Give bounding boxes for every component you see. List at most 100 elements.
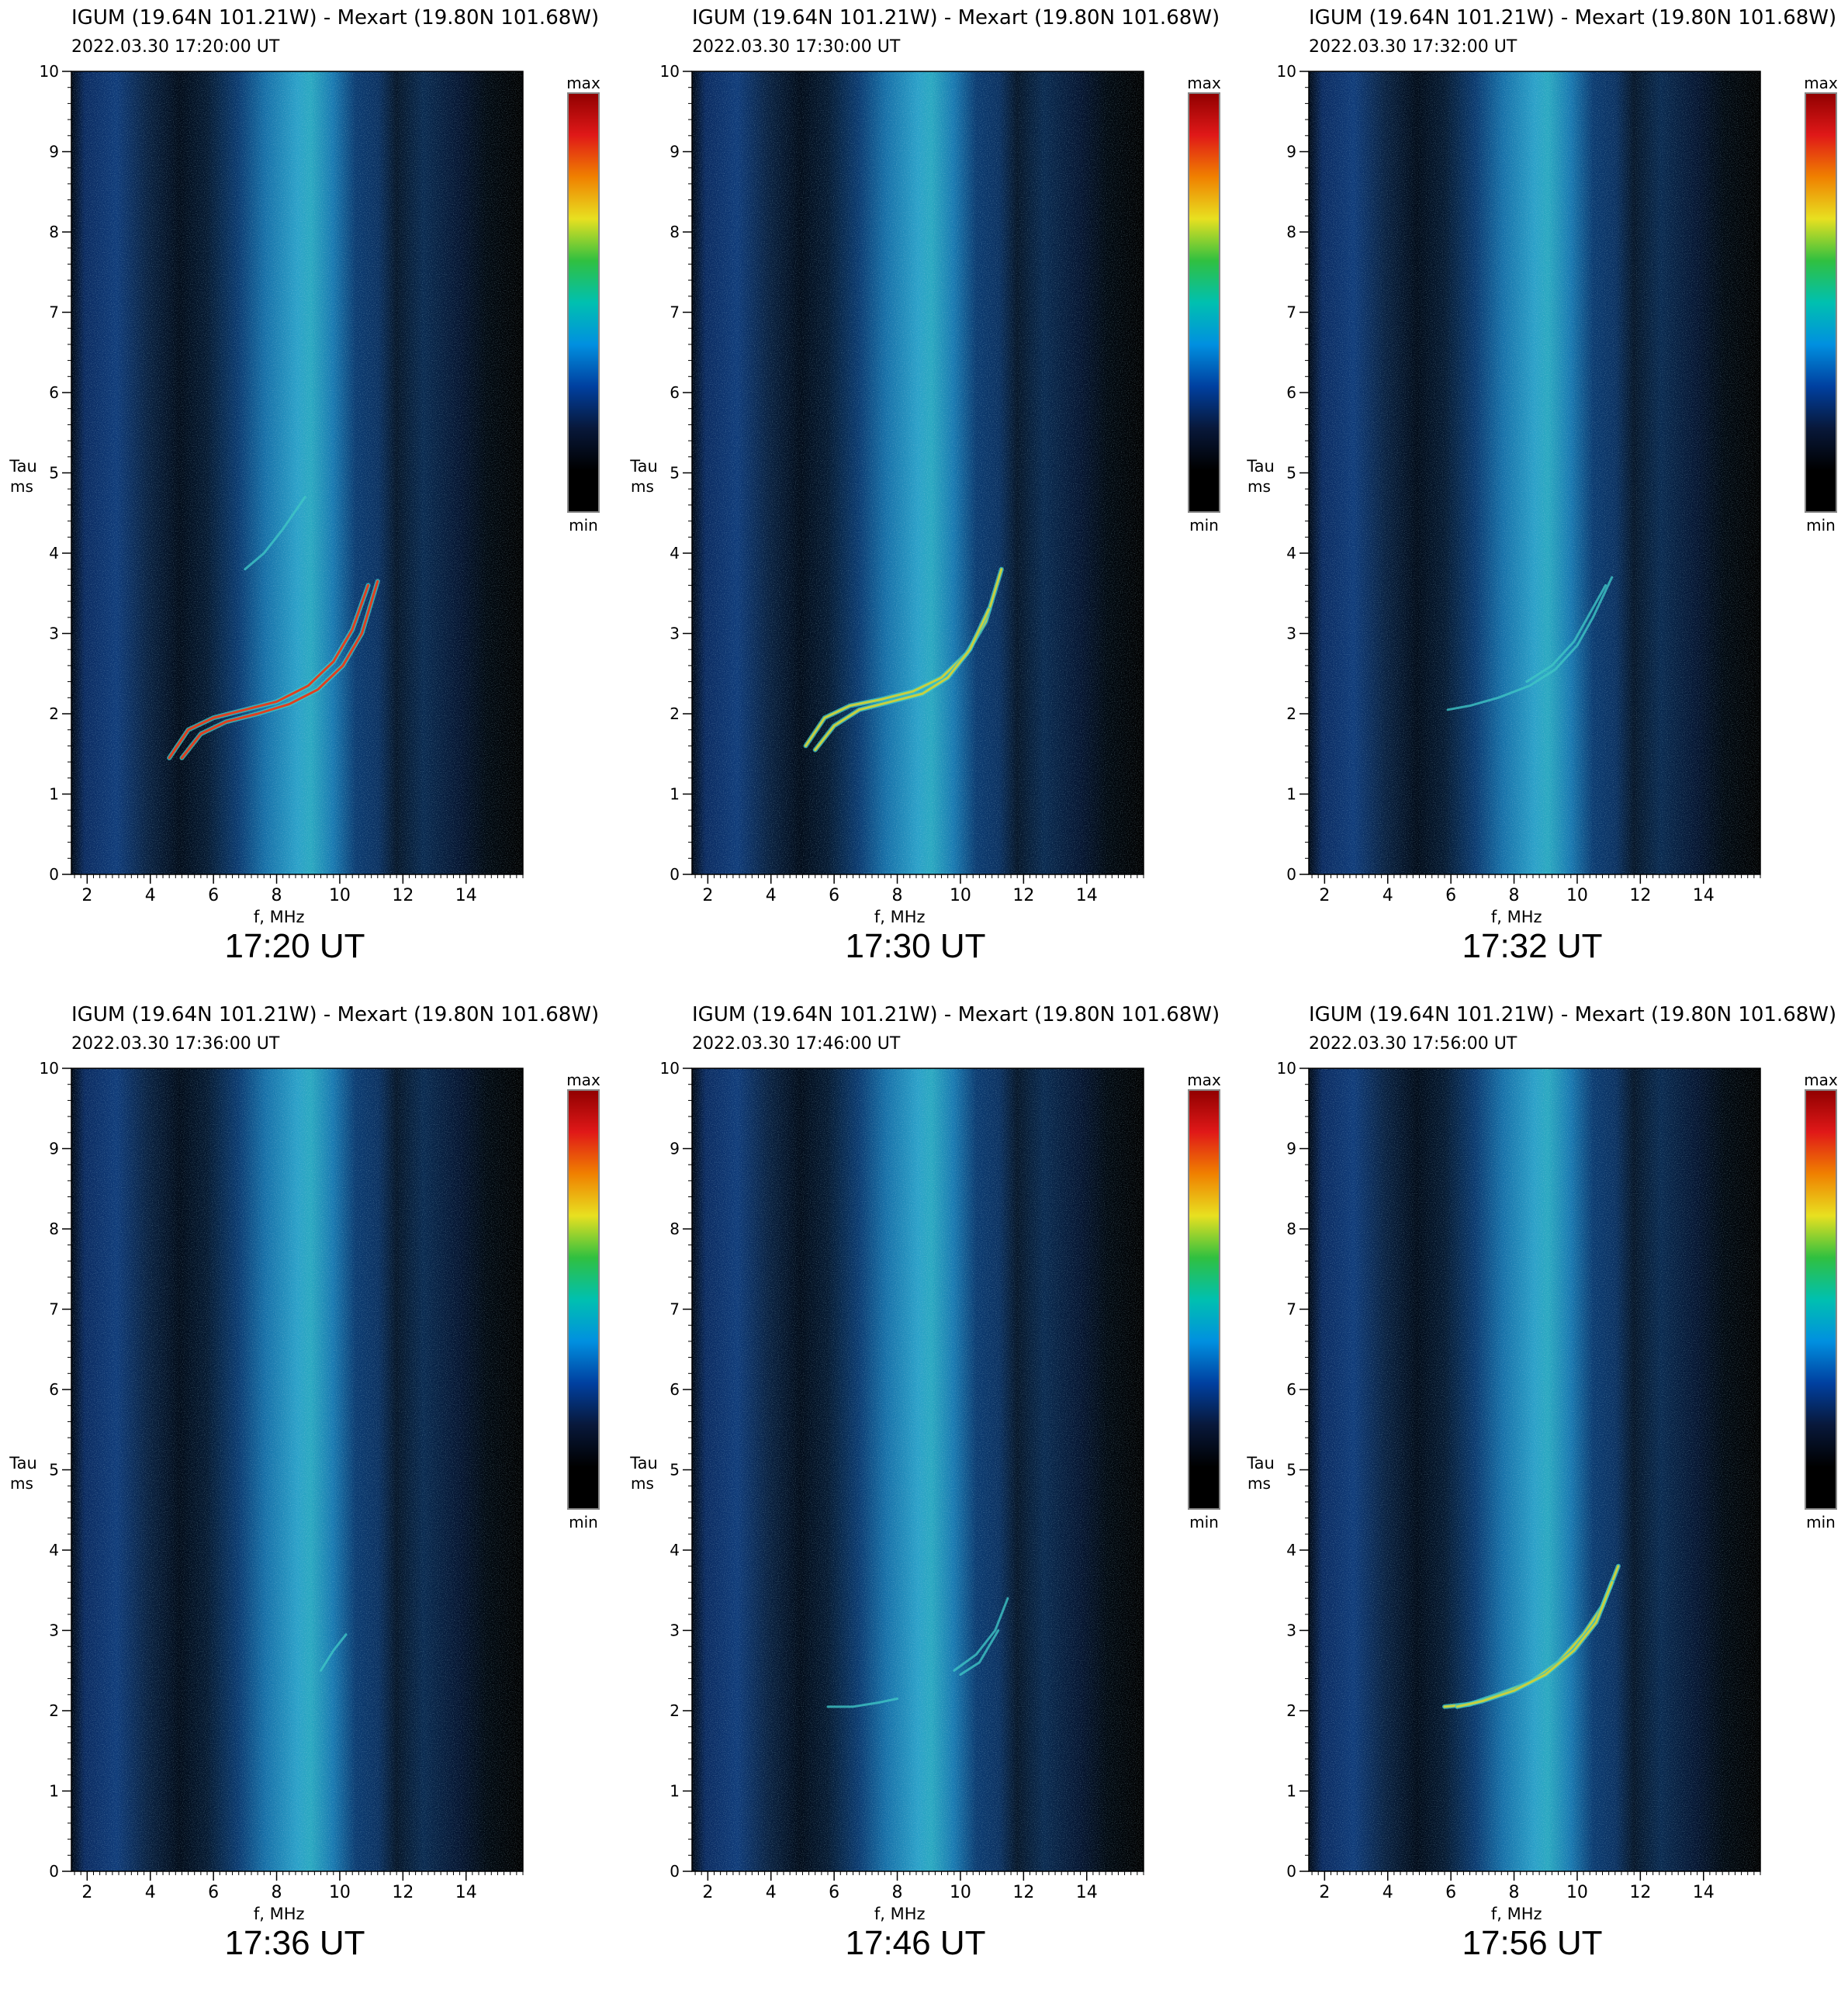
echo-trace bbox=[1455, 1580, 1614, 1708]
spectrogram-panel-1732: IGUM (19.64N 101.21W) - Mexart (19.80N 1… bbox=[1237, 0, 1843, 993]
y-tick-label: 1 bbox=[49, 785, 59, 804]
y-axis-label-tau: Tau bbox=[9, 1454, 37, 1473]
colorbar-max-label: max bbox=[566, 74, 600, 92]
time-caption: 17:56 UT bbox=[1462, 1924, 1603, 1962]
noise-texture bbox=[1309, 71, 1760, 874]
x-axis-label: f, MHz bbox=[254, 1905, 305, 1923]
x-tick-label: 12 bbox=[392, 1883, 414, 1902]
x-tick-label: 10 bbox=[329, 1883, 351, 1902]
y-tick-label: 10 bbox=[40, 1059, 59, 1078]
y-tick-label: 5 bbox=[670, 1461, 680, 1480]
y-axis-label-tau: Tau bbox=[1246, 457, 1275, 476]
y-tick-label: 2 bbox=[49, 704, 59, 723]
y-tick-label: 9 bbox=[670, 143, 680, 161]
colorbar-min-label: min bbox=[1189, 516, 1219, 535]
panel-title: IGUM (19.64N 101.21W) - Mexart (19.80N 1… bbox=[692, 1003, 1220, 1026]
panel-timestamp: 2022.03.30 17:30:00 UT bbox=[692, 37, 901, 57]
x-tick-label: 8 bbox=[1509, 1883, 1520, 1902]
x-tick-label: 2 bbox=[1319, 886, 1330, 905]
x-axis-label: f, MHz bbox=[1491, 1905, 1542, 1923]
x-tick-label: 2 bbox=[81, 1883, 92, 1902]
y-tick-label: 1 bbox=[670, 785, 680, 804]
x-tick-label: 10 bbox=[1566, 886, 1588, 905]
x-tick-label: 6 bbox=[208, 1883, 219, 1902]
y-tick-label: 5 bbox=[1286, 1461, 1296, 1480]
y-tick-label: 7 bbox=[1286, 303, 1296, 322]
spectrogram-panel-1730: IGUM (19.64N 101.21W) - Mexart (19.80N 1… bbox=[621, 0, 1226, 993]
y-axis-label-tau: Tau bbox=[9, 457, 37, 476]
y-tick-label: 9 bbox=[1286, 143, 1296, 161]
panel-title: IGUM (19.64N 101.21W) - Mexart (19.80N 1… bbox=[1309, 6, 1837, 29]
noise-texture bbox=[71, 71, 523, 874]
x-tick-label: 6 bbox=[829, 1883, 839, 1902]
y-tick-label: 7 bbox=[49, 303, 59, 322]
x-tick-label: 8 bbox=[1509, 886, 1520, 905]
colorbar bbox=[1188, 1089, 1220, 1510]
y-tick-label: 0 bbox=[1286, 865, 1296, 884]
x-tick-label: 2 bbox=[702, 886, 713, 905]
x-axis-label: f, MHz bbox=[874, 908, 926, 926]
x-tick-label: 8 bbox=[272, 1883, 282, 1902]
x-tick-label: 14 bbox=[455, 1883, 477, 1902]
x-tick-label: 2 bbox=[702, 1883, 713, 1902]
y-axis-label-tau: Tau bbox=[629, 457, 658, 476]
echo-trace bbox=[180, 580, 379, 760]
y-tick-label: 9 bbox=[670, 1140, 680, 1158]
colorbar bbox=[1805, 92, 1837, 513]
y-tick-label: 9 bbox=[49, 1140, 59, 1158]
y-tick-label: 7 bbox=[49, 1300, 59, 1319]
noise-texture bbox=[71, 1068, 523, 1871]
y-tick-label: 2 bbox=[49, 1701, 59, 1720]
x-tick-label: 10 bbox=[329, 886, 351, 905]
x-tick-label: 14 bbox=[1076, 886, 1098, 905]
y-tick-label: 7 bbox=[1286, 1300, 1296, 1319]
echo-trace-glow bbox=[1525, 583, 1607, 684]
time-caption: 17:20 UT bbox=[224, 927, 365, 965]
y-tick-label: 9 bbox=[49, 143, 59, 161]
y-tick-label: 8 bbox=[1286, 223, 1296, 241]
y-tick-label: 3 bbox=[1286, 1621, 1296, 1640]
y-tick-label: 1 bbox=[1286, 1782, 1296, 1801]
x-tick-label: 10 bbox=[950, 1883, 971, 1902]
y-tick-label: 10 bbox=[40, 62, 59, 81]
x-tick-label: 4 bbox=[766, 1883, 777, 1902]
panel-title: IGUM (19.64N 101.21W) - Mexart (19.80N 1… bbox=[71, 1003, 600, 1026]
y-axis-label-unit: ms bbox=[10, 477, 33, 496]
panel-timestamp: 2022.03.30 17:36:00 UT bbox=[71, 1034, 280, 1054]
y-tick-label: 0 bbox=[1286, 1862, 1296, 1881]
y-tick-label: 6 bbox=[49, 383, 59, 402]
echo-trace-glow bbox=[1446, 576, 1614, 711]
y-axis-label-tau: Tau bbox=[1246, 1454, 1275, 1473]
y-axis-label-unit: ms bbox=[1248, 1474, 1271, 1493]
y-tick-label: 8 bbox=[1286, 1220, 1296, 1238]
y-tick-label: 10 bbox=[660, 62, 680, 81]
y-tick-label: 10 bbox=[1277, 62, 1296, 81]
panel-timestamp: 2022.03.30 17:46:00 UT bbox=[692, 1034, 901, 1054]
panel-timestamp: 2022.03.30 17:20:00 UT bbox=[71, 37, 280, 57]
x-tick-label: 4 bbox=[145, 886, 156, 905]
time-caption: 17:30 UT bbox=[845, 927, 986, 965]
y-tick-label: 10 bbox=[660, 1059, 680, 1078]
echo-trace bbox=[814, 607, 991, 752]
colorbar bbox=[567, 1089, 600, 1510]
x-tick-label: 8 bbox=[892, 886, 903, 905]
y-tick-label: 8 bbox=[670, 223, 680, 241]
echo-trace-glow bbox=[959, 1629, 1000, 1676]
y-tick-label: 5 bbox=[49, 464, 59, 483]
x-tick-label: 8 bbox=[892, 1883, 903, 1902]
time-caption: 17:32 UT bbox=[1462, 927, 1603, 965]
spectrogram-panel-1720: IGUM (19.64N 101.21W) - Mexart (19.80N 1… bbox=[0, 0, 605, 993]
x-tick-label: 8 bbox=[272, 886, 282, 905]
y-tick-label: 0 bbox=[49, 865, 59, 884]
y-tick-label: 3 bbox=[49, 1621, 59, 1640]
y-tick-label: 9 bbox=[1286, 1140, 1296, 1158]
panel-timestamp: 2022.03.30 17:32:00 UT bbox=[1309, 37, 1518, 57]
y-tick-label: 1 bbox=[1286, 785, 1296, 804]
colorbar-max-label: max bbox=[1804, 1071, 1838, 1089]
spectrogram-panel-1746: IGUM (19.64N 101.21W) - Mexart (19.80N 1… bbox=[621, 997, 1226, 1990]
x-tick-label: 6 bbox=[829, 886, 839, 905]
